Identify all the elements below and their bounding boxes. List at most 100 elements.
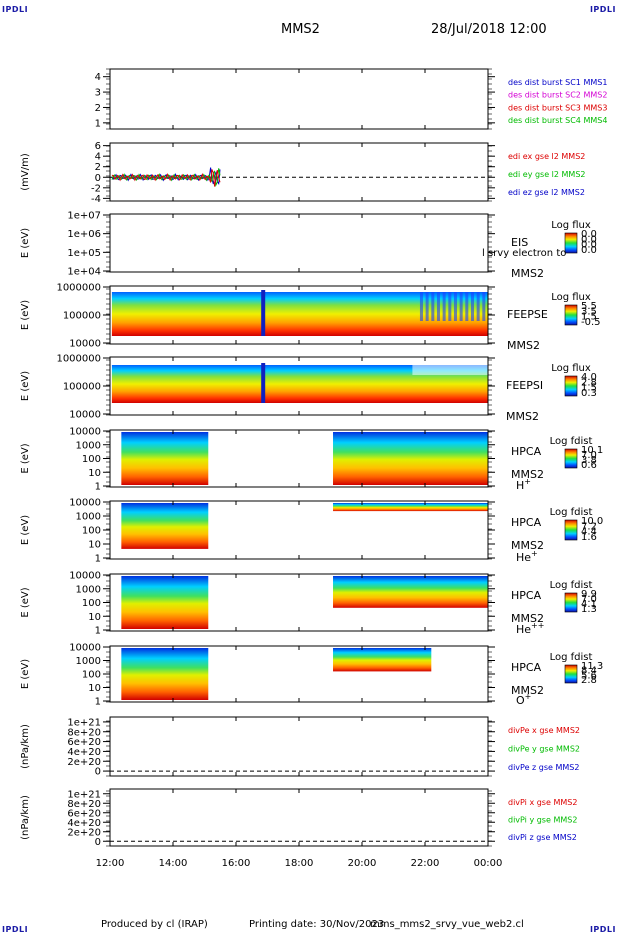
colorbar-tick: 2.8 — [581, 377, 597, 388]
y-tick-label: 6e+20 — [67, 808, 101, 819]
spacecraft-title: MMS2 — [281, 22, 320, 37]
colorbar-tick: 7.2 — [581, 521, 597, 532]
colorbar-tick: 5.6 — [581, 670, 597, 681]
species-symbol: H — [516, 479, 524, 492]
side-label: FEEPSE — [507, 308, 548, 321]
spectrogram-speckle — [459, 292, 463, 321]
y-axis-label: (nPa/km) — [20, 795, 31, 840]
colorbar-tick: 9.9 — [581, 589, 597, 600]
colorbar-tick: 7.0 — [581, 594, 597, 605]
species-symbol: O — [516, 694, 525, 707]
species-label: H+ — [516, 477, 531, 492]
colorbar-title: Log fdist — [550, 436, 593, 447]
y-tick-label: 1e+04 — [67, 267, 101, 278]
spectrogram-speckle — [431, 292, 435, 321]
colorbar-tick: 1.5 — [581, 383, 597, 394]
y-tick-label: 2e+20 — [67, 757, 101, 768]
y-tick-label: 1000000 — [56, 283, 101, 294]
y-tick-label: 1 — [95, 482, 101, 493]
colorbar-tick: 0.0 — [581, 245, 597, 256]
colorbar-tick: 3.8 — [581, 455, 597, 466]
spectrogram-fill — [121, 432, 209, 485]
spectrogram-speckle — [465, 292, 469, 321]
colorbar-tick: 1.6 — [581, 532, 597, 543]
y-tick-label: 1e+05 — [67, 248, 101, 259]
time-axis-label: 22:00 — [411, 858, 440, 869]
y-tick-label: 100000 — [63, 382, 101, 393]
spectrogram-gap-mark — [261, 290, 266, 336]
y-tick-label: 10 — [88, 683, 101, 694]
species-charge: + — [524, 477, 531, 486]
y-tick-label: 100 — [82, 670, 101, 681]
overlay-text: l srvy electron to — [482, 248, 566, 259]
species-label: O+ — [516, 692, 531, 707]
panel-1: 1 2 3 4 des dist burst SC1 MMS1 des dist burs… — [95, 68, 607, 130]
y-tick-label: 10000 — [69, 427, 101, 438]
colorbar-tick: 10.1 — [581, 445, 603, 456]
colorbar-title: Log flux — [551, 220, 591, 231]
y-tick-label: 4 — [95, 72, 101, 83]
y-tick-label: 100 — [82, 598, 101, 609]
spectrogram-speckle — [419, 292, 423, 321]
y-tick-label: 8e+20 — [67, 727, 101, 738]
side-label: HPCA — [511, 661, 542, 674]
legend-entry: edi ez gse l2 MMS2 — [508, 188, 585, 197]
colorbar-tick: 4.4 — [581, 527, 597, 538]
panel-frame — [109, 213, 489, 273]
spectrogram-speckle — [442, 292, 446, 321]
colorbar-title: Log flux — [551, 292, 591, 303]
species-label: He+ — [516, 549, 538, 564]
y-tick-label: 10000 — [69, 339, 101, 350]
time-axis-label: 18:00 — [285, 858, 314, 869]
spectrogram-fill — [333, 648, 432, 672]
colorbar-tick: 1.5 — [581, 312, 597, 323]
panel-7: 1 10 100 1000 10000 E (eV) Log fdist10.07.24.4… — [20, 498, 603, 565]
colorbar-tick: 3.5 — [581, 306, 597, 317]
spectrogram-sparse-top — [412, 361, 488, 375]
colorbar-title: Log fdist — [550, 652, 593, 663]
legend-entry: divPi y gse MMS2 — [508, 816, 577, 825]
y-tick-label: 1000000 — [56, 354, 101, 365]
legend-entry: edi ey gse l2 MMS2 — [508, 170, 586, 179]
y-tick-label: 3 — [95, 88, 101, 99]
time-axis-label: 20:00 — [348, 858, 377, 869]
y-tick-label: 8e+20 — [67, 799, 101, 810]
y-axis-label: (nPa/km) — [20, 724, 31, 769]
colorbar-tick: 10.0 — [581, 516, 603, 527]
species-charge: ++ — [531, 621, 544, 630]
legend-entry: des dist burst SC1 MMS1 — [508, 78, 607, 87]
side-label: MMS2 — [511, 539, 544, 552]
species-charge: + — [531, 549, 538, 558]
time-axis-label: 12:00 — [96, 858, 125, 869]
legend-entry: des dist burst SC2 MMS2 — [508, 91, 607, 100]
y-tick-label: -2 — [91, 183, 101, 194]
panel-9: 1 10 100 1000 10000 E (eV) Log fdist11.38.45.6… — [20, 643, 603, 708]
y-tick-label: 2e+20 — [67, 827, 101, 838]
y-tick-label: 10 — [88, 612, 101, 623]
colorbar-title: Log fdist — [550, 580, 593, 591]
y-tick-label: 10000 — [69, 643, 101, 654]
y-tick-label: 1000 — [76, 512, 101, 523]
y-tick-label: 4 — [95, 152, 101, 163]
y-tick-label: 1 — [95, 697, 101, 708]
spectrogram-fill — [333, 576, 488, 608]
y-axis-label: E (eV) — [20, 228, 31, 258]
y-tick-label: 100000 — [63, 311, 101, 322]
colorbar — [564, 448, 578, 469]
side-label: FEEPSI — [506, 379, 543, 392]
y-tick-label: 6e+20 — [67, 737, 101, 748]
legend-entry: edi ex gse l2 MMS2 — [508, 152, 585, 161]
colorbar-tick: 11.3 — [581, 661, 603, 672]
spectrogram-speckle — [453, 292, 457, 321]
corner-label-bottom-right: IPDLI — [589, 925, 616, 934]
panel-5: 10000 100000 1000000 E (eV) Log flux4.02.81.… — [20, 354, 597, 424]
time-axis-label: 14:00 — [159, 858, 188, 869]
side-label: MMS2 — [511, 468, 544, 481]
y-tick-label: 1e+21 — [67, 789, 101, 800]
colorbar-title: Log fdist — [550, 507, 593, 518]
y-tick-label: 0 — [95, 837, 101, 848]
y-tick-label: 4e+20 — [67, 747, 101, 758]
